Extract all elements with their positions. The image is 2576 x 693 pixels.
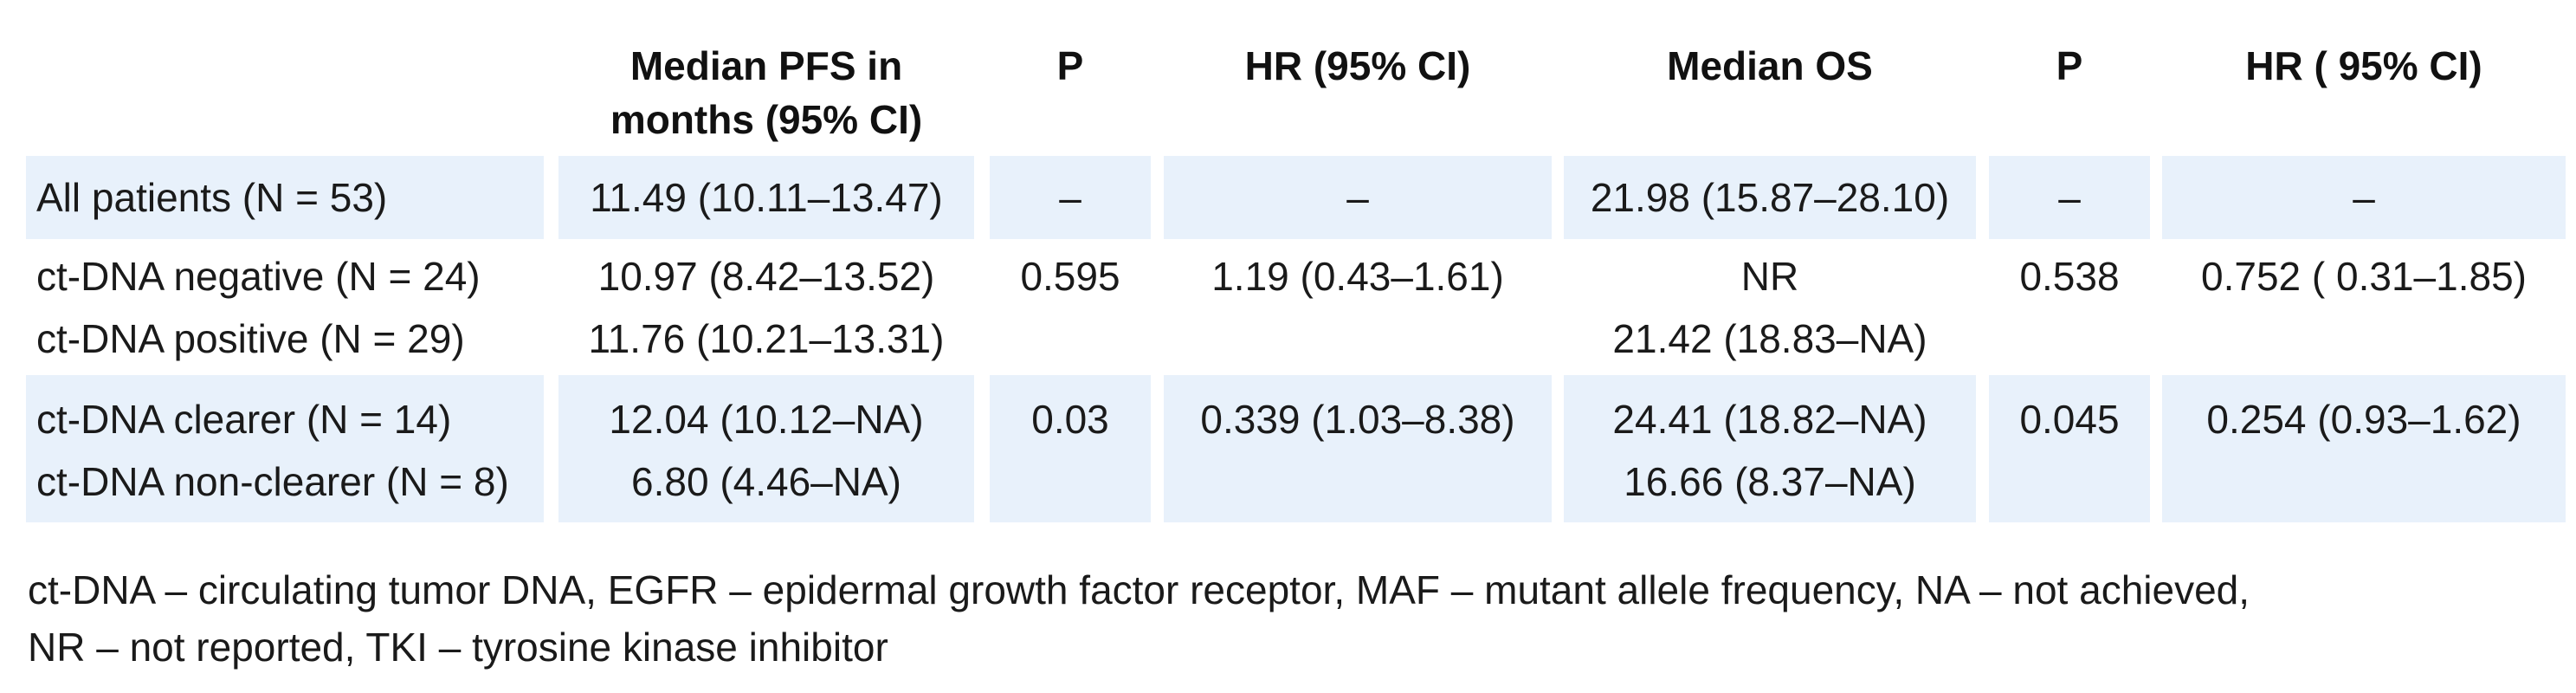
header-median-pfs: Median PFS in months (95% CI) bbox=[558, 39, 974, 146]
cell-hr-pfs bbox=[1164, 307, 1552, 371]
row-label: All patients (N = 53) bbox=[36, 175, 388, 220]
table-header: Median PFS in months (95% CI) P HR (95% … bbox=[0, 0, 2576, 143]
band-cell-bg bbox=[1564, 156, 1976, 239]
band-cell-bg bbox=[26, 156, 544, 239]
cell-p-pfs bbox=[990, 450, 1151, 514]
row-label: ct-DNA negative (N = 24) bbox=[36, 254, 481, 299]
table-row: ct-DNA clearer (N = 14) 12.04 (10.12–NA)… bbox=[0, 387, 2576, 451]
band-cell-bg bbox=[2162, 156, 2566, 239]
cell-p-os: – bbox=[2058, 175, 2081, 220]
row-label: ct-DNA positive (N = 29) bbox=[36, 316, 465, 361]
header-median-pfs-line2: months (95% CI) bbox=[610, 97, 923, 142]
footnote-line-1: ct-DNA – circulating tumor DNA, EGFR – e… bbox=[28, 567, 2250, 612]
header-hr-os: HR ( 95% CI) bbox=[2245, 43, 2482, 88]
cell-hr-pfs bbox=[1164, 450, 1552, 514]
cell-median-os: 21.42 (18.83–NA) bbox=[1612, 316, 1927, 361]
header-median-os: Median OS bbox=[1667, 43, 1873, 88]
header-p-os: P bbox=[2056, 43, 2083, 88]
cell-median-os: NR bbox=[1740, 254, 1799, 299]
band-cell-bg bbox=[558, 156, 974, 239]
cell-p-pfs bbox=[990, 307, 1151, 371]
cell-median-pfs: 11.76 (10.21–13.31) bbox=[588, 316, 945, 361]
cell-p-os bbox=[1989, 307, 2150, 371]
cell-median-pfs: 10.97 (8.42–13.52) bbox=[597, 254, 935, 299]
cell-hr-os bbox=[2162, 307, 2566, 371]
band-cell-bg bbox=[2162, 375, 2566, 522]
band-cell-bg bbox=[1164, 375, 1552, 522]
row-label: ct-DNA clearer (N = 14) bbox=[36, 397, 452, 442]
cell-p-os bbox=[1989, 450, 2150, 514]
cell-p-os: 0.538 bbox=[2019, 254, 2120, 299]
cell-p-pfs: 0.595 bbox=[1020, 254, 1120, 299]
header-hr-pfs: HR (95% CI) bbox=[1244, 43, 1471, 88]
cell-median-pfs: 12.04 (10.12–NA) bbox=[609, 397, 924, 442]
band-cell-bg bbox=[26, 375, 544, 522]
cell-p-pfs: – bbox=[1059, 175, 1081, 220]
cell-hr-pfs: 1.19 (0.43–1.61) bbox=[1211, 254, 1504, 299]
cell-hr-pfs: 0.339 (1.03–8.38) bbox=[1200, 397, 1515, 442]
cell-hr-os bbox=[2162, 450, 2566, 514]
band-cell-bg bbox=[1989, 375, 2150, 522]
cell-p-pfs: 0.03 bbox=[1031, 397, 1109, 442]
cell-hr-os: 0.254 (0.93–1.62) bbox=[2206, 397, 2521, 442]
cell-median-os: 24.41 (18.82–NA) bbox=[1612, 397, 1927, 442]
band-cell-bg bbox=[1564, 375, 1976, 522]
cell-median-pfs: 11.49 (10.11–13.47) bbox=[590, 175, 943, 220]
table-row: ct-DNA negative (N = 24) 10.97 (8.42–13.… bbox=[0, 244, 2576, 308]
band-cell-bg bbox=[990, 156, 1151, 239]
table-row: ct-DNA positive (N = 29) 11.76 (10.21–13… bbox=[0, 307, 2576, 371]
table-footnote: ct-DNA – circulating tumor DNA, EGFR – e… bbox=[28, 561, 2539, 676]
band-cell-bg bbox=[558, 375, 974, 522]
cell-hr-os: 0.752 ( 0.31–1.85) bbox=[2201, 254, 2527, 299]
row-label: ct-DNA non-clearer (N = 8) bbox=[36, 459, 509, 504]
footnote-line-2: NR – not reported, TKI – tyrosine kinase… bbox=[28, 625, 888, 670]
band-cell-bg bbox=[990, 375, 1151, 522]
band-cell-bg bbox=[1164, 156, 1552, 239]
cell-median-pfs: 6.80 (4.46–NA) bbox=[631, 459, 901, 504]
cell-hr-pfs: – bbox=[1346, 175, 1369, 220]
band-clearer-group bbox=[0, 375, 2576, 522]
cell-median-os: 16.66 (8.37–NA) bbox=[1624, 459, 1916, 504]
header-p-pfs: P bbox=[1056, 43, 1084, 88]
cell-p-os: 0.045 bbox=[2019, 397, 2120, 442]
table-row: ct-DNA non-clearer (N = 8) 6.80 (4.46–NA… bbox=[0, 450, 2576, 514]
table-row: All patients (N = 53) 11.49 (10.11–13.47… bbox=[0, 165, 2576, 230]
band-cell-bg bbox=[1989, 156, 2150, 239]
cell-median-os: 21.98 (15.87–28.10) bbox=[1590, 175, 1950, 220]
cell-hr-os: – bbox=[2353, 175, 2375, 220]
band-all-patients bbox=[0, 156, 2576, 239]
header-median-pfs-line1: Median PFS in bbox=[629, 43, 903, 88]
